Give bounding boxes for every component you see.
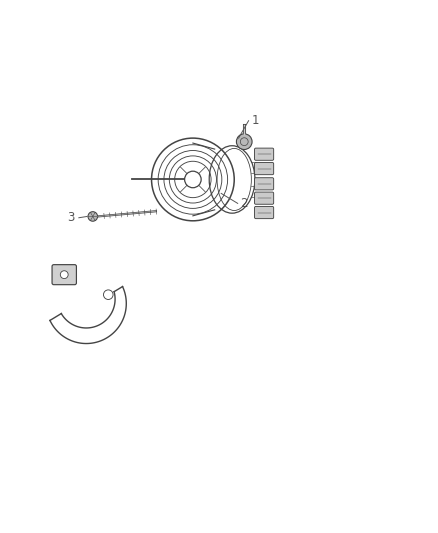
FancyBboxPatch shape	[254, 206, 274, 219]
Circle shape	[237, 134, 252, 150]
FancyBboxPatch shape	[52, 265, 76, 285]
Text: 1: 1	[252, 114, 260, 127]
Text: 2: 2	[240, 197, 248, 210]
FancyBboxPatch shape	[254, 148, 274, 160]
Circle shape	[103, 290, 113, 300]
FancyBboxPatch shape	[254, 177, 274, 190]
FancyBboxPatch shape	[254, 192, 274, 204]
Text: 3: 3	[67, 211, 74, 224]
Circle shape	[88, 212, 98, 221]
Circle shape	[60, 271, 68, 279]
FancyBboxPatch shape	[254, 163, 274, 175]
